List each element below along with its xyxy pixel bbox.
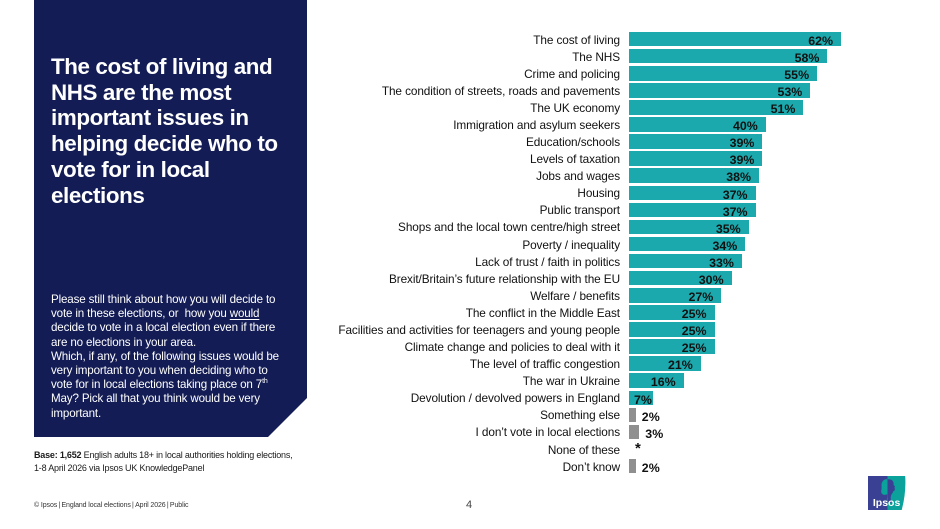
svg-text:Ipsos: Ipsos — [873, 497, 901, 509]
